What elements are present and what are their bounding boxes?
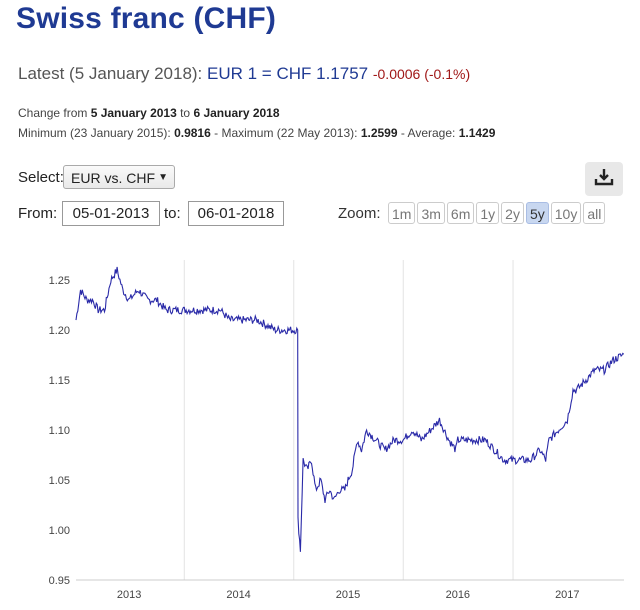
x-tick-label: 2016 <box>446 589 470 601</box>
download-icon <box>594 168 614 191</box>
avg-value: 1.1429 <box>458 126 496 140</box>
x-tick-label: 2017 <box>555 589 579 601</box>
change-to-date: 6 January 2018 <box>193 106 280 120</box>
min-value: 0.9816 <box>174 126 211 140</box>
page-title: Swiss franc (CHF) <box>16 2 277 35</box>
select-label: Select: <box>18 169 64 186</box>
download-button[interactable] <box>585 162 623 196</box>
zoom-button-group: 1m 3m 6m 1y 2y 5y 10y all <box>388 202 606 224</box>
latest-change: -0.0006 (-0.1%) <box>372 66 471 82</box>
exchange-rate-chart: 0.95 1.00 1.05 1.10 1.15 1.20 1.25 2013 2014 2015… <box>49 260 625 601</box>
y-tick-label: 1.20 <box>49 325 70 337</box>
latest-rate: EUR 1 = CHF 1.1757 <box>207 64 369 83</box>
y-tick-label: 1.25 <box>49 275 70 287</box>
change-range-line: Change from 5 January 2013 to 6 January … <box>18 106 280 120</box>
zoom-button-2y[interactable]: 2y <box>501 202 524 224</box>
y-tick-label: 0.95 <box>49 575 70 587</box>
y-tick-label: 1.05 <box>49 475 70 487</box>
from-date-input[interactable]: 05-01-2013 <box>62 201 160 226</box>
from-label: From: <box>18 205 58 222</box>
max-value: 1.2599 <box>360 126 398 140</box>
y-tick-label: 1.10 <box>49 425 70 437</box>
zoom-button-10y[interactable]: 10y <box>550 202 582 224</box>
change-from-date: 5 January 2013 <box>90 106 177 120</box>
zoom-button-1y[interactable]: 1y <box>476 202 500 224</box>
zoom-button-1m[interactable]: 1m <box>388 202 416 224</box>
zoom-button-all[interactable]: all <box>583 202 606 224</box>
x-tick-label: 2015 <box>336 589 360 601</box>
dropdown-arrow-icon: ▼ <box>158 172 168 183</box>
currency-pair-select[interactable]: EUR vs. CHF ▼ <box>63 165 175 189</box>
avg-label: - Average: <box>397 126 459 140</box>
latest-rate-line: Latest (5 January 2018): EUR 1 = CHF 1.1… <box>18 64 470 84</box>
y-tick-label: 1.15 <box>49 375 70 387</box>
eur-chf-series-line <box>75 266 625 552</box>
zoom-label: Zoom: <box>338 205 381 222</box>
x-tick-label: 2013 <box>117 589 141 601</box>
stats-line: Minimum (23 January 2015): 0.9816 - Maxi… <box>18 126 495 140</box>
min-label: Minimum (23 January 2015): <box>18 126 175 140</box>
zoom-button-5y[interactable]: 5y <box>525 202 549 224</box>
latest-prefix: Latest (5 January 2018): <box>18 64 208 83</box>
zoom-button-3m[interactable]: 3m <box>417 202 445 224</box>
y-tick-label: 1.00 <box>49 525 70 537</box>
zoom-button-6m[interactable]: 6m <box>446 202 475 224</box>
change-prefix: Change from <box>18 106 91 120</box>
change-mid: to <box>176 106 194 120</box>
select-value: EUR vs. CHF <box>71 170 155 186</box>
max-label: - Maximum (22 May 2013): <box>210 126 361 140</box>
to-label: to: <box>164 205 181 222</box>
x-tick-label: 2014 <box>226 589 250 601</box>
to-date-input[interactable]: 06-01-2018 <box>188 201 284 226</box>
